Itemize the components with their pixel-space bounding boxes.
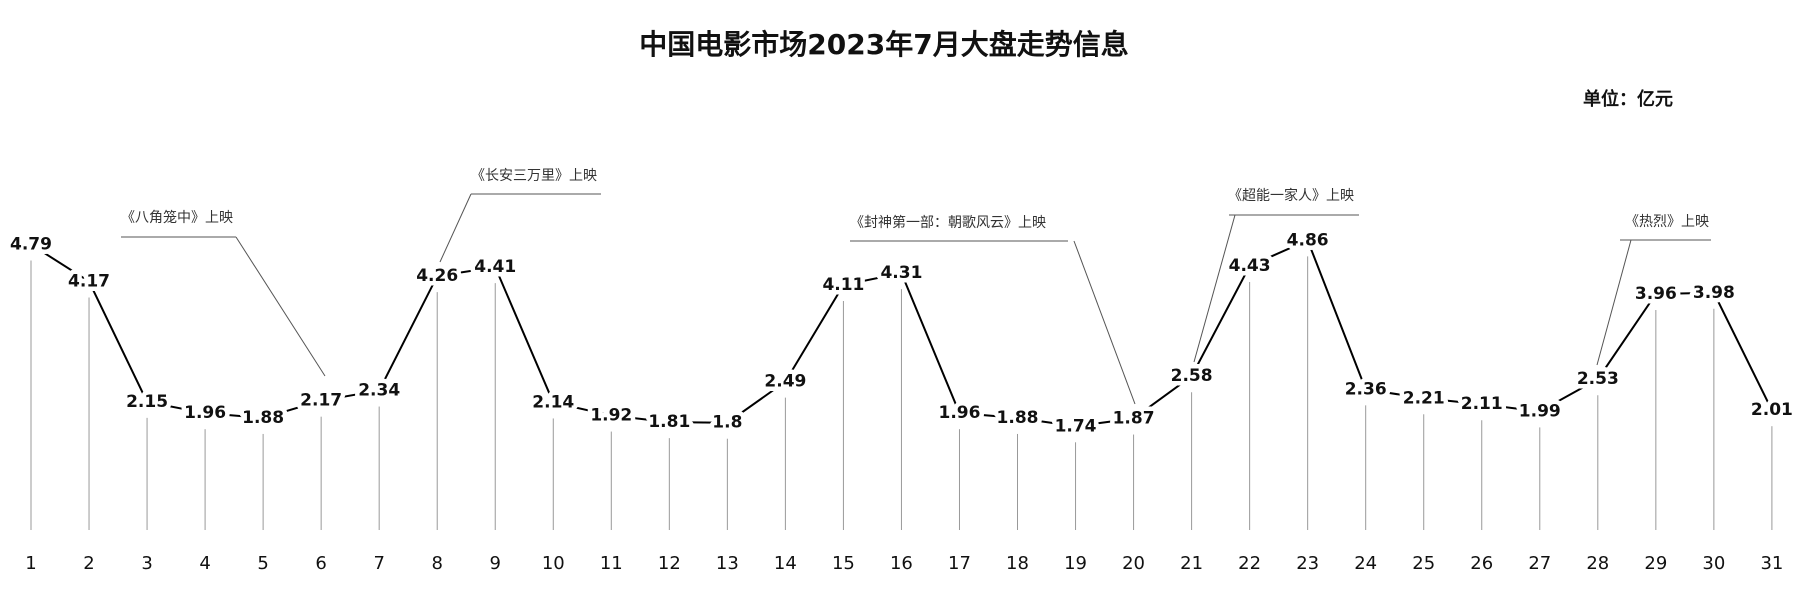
x-tick-label: 27 xyxy=(1528,553,1551,574)
x-tick-label: 24 xyxy=(1354,553,1377,574)
x-tick-label: 11 xyxy=(600,553,623,574)
data-label: 4.31 xyxy=(880,263,922,283)
data-label: 4.41 xyxy=(474,257,516,277)
data-label: 2.17 xyxy=(300,391,342,411)
x-tick-label: 25 xyxy=(1412,553,1435,574)
annotation-text: 《超能一家人》上映 xyxy=(1228,187,1354,204)
annotation-leader xyxy=(1596,239,1632,366)
data-label: 2.53 xyxy=(1577,369,1619,389)
x-tick-label: 10 xyxy=(542,553,565,574)
data-label: 4.26 xyxy=(416,266,458,286)
annotation-leader xyxy=(1193,214,1236,363)
x-tick-label: 19 xyxy=(1064,553,1087,574)
x-tick-label: 7 xyxy=(373,553,384,574)
annotation-leader xyxy=(439,193,472,263)
data-label: 2.01 xyxy=(1751,400,1793,420)
data-label: 2.15 xyxy=(126,392,168,412)
data-label: 4.17 xyxy=(68,271,110,291)
annotation-text: 《八角笼中》上映 xyxy=(121,209,233,226)
data-label: 1.81 xyxy=(648,412,690,432)
data-label: 4.11 xyxy=(822,275,864,295)
x-tick-label: 3 xyxy=(141,553,152,574)
x-tick-label: 9 xyxy=(490,553,501,574)
x-tick-label: 17 xyxy=(948,553,971,574)
line-series xyxy=(30,239,1773,428)
data-label: 2.11 xyxy=(1461,394,1503,414)
data-label: 1.74 xyxy=(1055,416,1097,436)
data-label: 2.49 xyxy=(764,372,806,392)
annotation: 《长安三万里》上映 xyxy=(439,168,601,263)
annotation: 《超能一家人》上映 xyxy=(1193,187,1359,363)
annotation-text: 《封神第一部：朝歌风云》上映 xyxy=(850,214,1046,231)
x-tick-label: 29 xyxy=(1644,553,1667,574)
data-label: 2.36 xyxy=(1345,379,1387,399)
data-label: 3.98 xyxy=(1693,283,1735,303)
x-tick-label: 16 xyxy=(890,553,913,574)
x-tick-label: 28 xyxy=(1586,553,1609,574)
x-tick-label: 21 xyxy=(1180,553,1203,574)
data-label: 1.88 xyxy=(997,408,1039,428)
data-label: 1.88 xyxy=(242,408,284,428)
annotation-text: 《长安三万里》上映 xyxy=(471,168,597,184)
x-tick-label: 23 xyxy=(1296,553,1319,574)
data-label: 2.14 xyxy=(532,392,574,412)
annotation: 《封神第一部：朝歌风云》上映 xyxy=(850,214,1136,405)
data-label: 1.92 xyxy=(590,406,632,426)
annotation: 《八角笼中》上映 xyxy=(121,209,326,377)
data-label: 4.43 xyxy=(1229,256,1271,276)
data-label: 4.79 xyxy=(10,235,52,255)
x-tick-label: 13 xyxy=(716,553,739,574)
x-tick-label: 4 xyxy=(199,553,210,574)
x-tick-label: 30 xyxy=(1702,553,1725,574)
x-tick-label: 2 xyxy=(83,553,94,574)
x-tick-label: 14 xyxy=(774,553,797,574)
data-label: 1.8 xyxy=(712,413,742,433)
drop-lines xyxy=(30,256,1773,530)
data-label: 2.34 xyxy=(358,381,400,401)
data-label: 4.86 xyxy=(1287,230,1329,250)
chart-title: 中国电影市场2023年7月大盘走势信息 xyxy=(639,28,1128,61)
annotation-leader xyxy=(235,236,326,377)
x-tick-label: 20 xyxy=(1122,553,1145,574)
x-tick-label: 1 xyxy=(25,553,36,574)
x-tick-label: 6 xyxy=(315,553,326,574)
data-label: 1.96 xyxy=(939,403,981,423)
x-tick-label: 18 xyxy=(1006,553,1029,574)
x-tick-label: 31 xyxy=(1760,553,1783,574)
x-tick-label: 8 xyxy=(431,553,442,574)
x-tick-label: 12 xyxy=(658,553,681,574)
annotation-leader xyxy=(1073,240,1136,405)
x-tick-label: 5 xyxy=(257,553,268,574)
x-tick-label: 15 xyxy=(832,553,855,574)
data-label: 1.87 xyxy=(1113,409,1155,429)
data-label: 1.96 xyxy=(184,403,226,423)
data-label: 2.21 xyxy=(1403,388,1445,408)
x-tick-label: 26 xyxy=(1470,553,1493,574)
annotation: 《热烈》上映 xyxy=(1596,214,1711,366)
annotation-text: 《热烈》上映 xyxy=(1625,214,1709,230)
unit-label: 单位：亿元 xyxy=(1583,88,1673,110)
x-tick-label: 22 xyxy=(1238,553,1261,574)
data-label: 2.58 xyxy=(1171,366,1213,386)
data-label: 1.99 xyxy=(1519,401,1561,421)
data-label: 3.96 xyxy=(1635,284,1677,304)
